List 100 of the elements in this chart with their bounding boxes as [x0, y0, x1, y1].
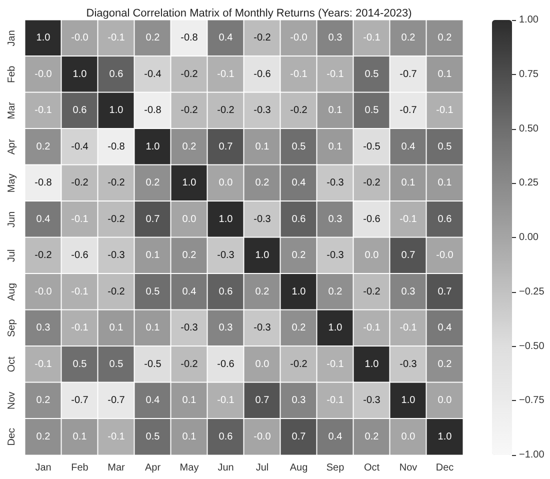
data-label: -0.4 [144, 68, 162, 80]
data-label: -0.1 [71, 322, 89, 334]
data-label: -0.1 [363, 322, 381, 334]
data-label: -0.8 [144, 105, 162, 116]
data-label: 0.4 [292, 178, 306, 189]
data-label: 0.3 [36, 322, 51, 334]
x-tick-label: Jul [256, 462, 269, 474]
data-label: 1.0 [401, 395, 416, 406]
data-label: -0.6 [254, 68, 272, 80]
data-label: -0.8 [108, 141, 126, 152]
data-label: 0.7 [218, 141, 234, 152]
color-bar-label: 0.75 [519, 68, 539, 80]
data-label: -0.4 [71, 141, 89, 152]
data-label: -0.1 [436, 105, 454, 116]
x-tick-label: Dec [436, 462, 454, 474]
data-label: 0.2 [255, 286, 270, 298]
chart-title: Diagonal Correlation Matrix of Monthly Returns (Years: 2014-2023) [86, 8, 412, 20]
data-label: -0.2 [180, 358, 198, 370]
data-label: 0.1 [182, 431, 197, 442]
data-label: -0.3 [180, 322, 198, 334]
data-label: 0.2 [292, 250, 306, 262]
color-bar-label: −0.75 [519, 395, 545, 406]
x-tick-label: May [180, 462, 199, 474]
data-label: 0.2 [146, 32, 160, 44]
x-tick-label: Jun [218, 462, 234, 474]
data-label: -0.1 [363, 32, 381, 44]
y-tick-label: Aug [6, 282, 18, 301]
data-label: 0.2 [146, 178, 160, 189]
data-label: -0.1 [326, 395, 344, 406]
data-label: -0.7 [108, 395, 126, 406]
data-label: -0.2 [71, 178, 89, 189]
data-label: 0.2 [328, 286, 343, 298]
y-tick-label: Feb [6, 65, 18, 83]
data-label: 0.7 [146, 214, 160, 225]
data-label: 0.6 [218, 286, 234, 298]
data-label: 0.3 [218, 322, 234, 334]
data-label: 0.7 [401, 250, 416, 262]
data-label: -0.0 [436, 250, 454, 262]
data-label: 0.1 [255, 141, 270, 152]
data-label: 1.0 [36, 32, 51, 44]
data-label: -0.3 [326, 250, 344, 262]
data-label: 0.4 [328, 431, 343, 442]
data-label: -0.1 [108, 431, 126, 442]
data-label: 0.4 [438, 322, 452, 334]
data-label: 1.0 [328, 322, 343, 334]
data-label: -0.0 [254, 431, 272, 442]
data-label: 1.0 [218, 214, 234, 225]
x-tick-label: Nov [399, 462, 418, 474]
data-label: 0.0 [364, 250, 380, 262]
y-tick-label: Jan [6, 30, 18, 46]
data-label: -0.6 [71, 250, 89, 262]
data-label: 0.6 [438, 214, 452, 225]
data-label: -0.2 [108, 286, 126, 298]
data-label: 1.0 [182, 178, 197, 189]
data-label: -0.6 [363, 214, 381, 225]
data-label: -0.1 [34, 358, 52, 370]
y-tick-label: May [6, 174, 18, 193]
x-tick-label: Aug [290, 462, 308, 474]
data-label: 0.1 [72, 431, 88, 442]
data-label: -0.2 [34, 250, 52, 262]
data-label: 0.6 [109, 68, 124, 80]
data-label: -0.1 [326, 68, 344, 80]
data-label: 1.0 [438, 431, 452, 442]
data-label: -0.8 [34, 178, 52, 189]
y-tick-label: Jul [6, 249, 18, 262]
data-label: 0.2 [438, 32, 452, 44]
data-label: 0.1 [146, 322, 160, 334]
data-label: 1.0 [109, 105, 124, 116]
data-label: -0.3 [108, 250, 126, 262]
data-label: 1.0 [255, 250, 270, 262]
data-label: -0.2 [254, 32, 272, 44]
data-label: 0.4 [146, 395, 160, 406]
data-label: -0.1 [71, 286, 89, 298]
y-tick-label: Nov [6, 392, 18, 410]
data-label: 0.3 [328, 32, 343, 44]
data-label: 0.6 [218, 431, 234, 442]
data-label: -0.1 [326, 358, 344, 370]
data-label: 0.2 [36, 431, 51, 442]
data-label: 1.0 [146, 141, 160, 152]
x-tick-label: Mar [108, 462, 126, 474]
y-tick-label: Jun [6, 211, 18, 228]
data-label: -0.7 [400, 105, 418, 116]
data-label: 0.1 [182, 395, 197, 406]
data-label: 0.2 [255, 178, 270, 189]
data-label: 0.5 [109, 358, 124, 370]
x-tick-label: Feb [71, 462, 89, 474]
data-label: -0.2 [180, 105, 198, 116]
data-label: 0.2 [36, 395, 51, 406]
data-label: 0.2 [364, 431, 380, 442]
data-label: 0.0 [438, 395, 452, 406]
data-label: -0.0 [34, 286, 52, 298]
data-label: -0.5 [363, 141, 381, 152]
data-label: -0.2 [290, 358, 308, 370]
data-label: 1.0 [292, 286, 306, 298]
data-label: 0.1 [109, 322, 124, 334]
data-label: 0.3 [401, 286, 416, 298]
x-tick-label: Apr [144, 462, 162, 474]
color-bar-label: 1.00 [519, 14, 539, 26]
data-label: 0.1 [328, 105, 343, 116]
data-label: -0.2 [290, 105, 308, 116]
